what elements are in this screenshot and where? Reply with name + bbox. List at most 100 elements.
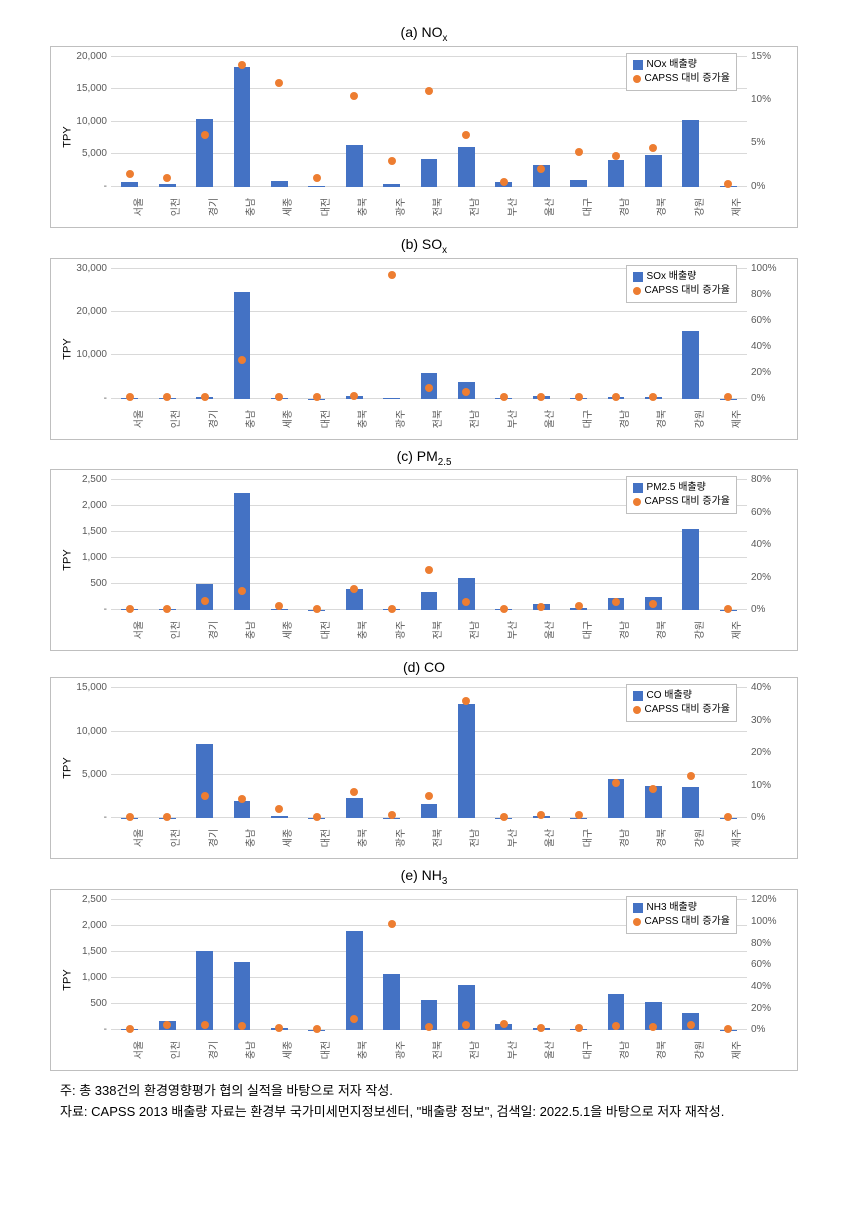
ytick-left: 10,000	[67, 727, 111, 737]
legend-item-dot: CAPSS 대비 증가율	[633, 915, 730, 929]
chart-title-co: (d) CO	[20, 659, 828, 675]
x-category-label: 충남	[242, 198, 257, 216]
marker-dot	[724, 393, 732, 401]
marker-dot	[537, 1024, 545, 1032]
bar	[682, 787, 699, 818]
ytick-right: 100%	[747, 264, 791, 274]
bar	[570, 180, 587, 187]
bar	[159, 184, 176, 187]
marker-dot	[275, 602, 283, 610]
chart-title-pm25: (c) PM2.5	[20, 448, 828, 468]
x-category-label: 경기	[205, 1041, 220, 1059]
x-category-label: 대구	[579, 829, 594, 847]
x-category-label: 제주	[728, 198, 743, 216]
marker-dot	[313, 174, 321, 182]
x-category-label: 경북	[653, 621, 668, 639]
x-category-label: 광주	[392, 198, 407, 216]
ytick-left: 20,000	[67, 52, 111, 62]
legend-label-dot: CAPSS 대비 증가율	[645, 72, 730, 86]
marker-dot	[275, 805, 283, 813]
marker-dot	[649, 600, 657, 608]
x-category-label: 충남	[242, 621, 257, 639]
x-category-label: 충북	[354, 829, 369, 847]
marker-dot	[687, 1021, 695, 1029]
marker-dot	[238, 61, 246, 69]
y-axis-label: TPY	[62, 126, 74, 147]
marker-dot	[425, 384, 433, 392]
marker-dot	[462, 697, 470, 705]
x-category-label: 강원	[691, 198, 706, 216]
ytick-left: 2,000	[67, 921, 111, 931]
x-category-label: 전남	[466, 829, 481, 847]
ytick-left: 10,000	[67, 117, 111, 127]
marker-dot	[388, 605, 396, 613]
x-category-label: 전남	[466, 621, 481, 639]
bar	[234, 962, 251, 1031]
ytick-right: 40%	[747, 683, 791, 693]
x-category-label: 경기	[205, 621, 220, 639]
bar	[271, 181, 288, 187]
ytick-right: 0%	[747, 1025, 791, 1035]
x-category-label: 충남	[242, 409, 257, 427]
legend-swatch-bar	[633, 483, 643, 493]
ytick-right: 15%	[747, 52, 791, 62]
chart-nh3: (e) NH3TPY-5001,0001,5002,0002,5000%20%4…	[20, 867, 828, 1071]
marker-dot	[350, 1015, 358, 1023]
ytick-right: 20%	[747, 1004, 791, 1014]
marker-dot	[126, 170, 134, 178]
ytick-right: 80%	[747, 939, 791, 949]
legend-label-dot: CAPSS 대비 증가율	[645, 495, 730, 509]
bar	[421, 804, 438, 819]
chart-title-sox: (b) SOx	[20, 236, 828, 256]
ytick-right: 5%	[747, 138, 791, 148]
x-category-label: 전북	[429, 409, 444, 427]
marker-dot	[313, 1025, 321, 1033]
ytick-left: 1,000	[67, 553, 111, 563]
bar	[421, 159, 438, 187]
x-category-label: 광주	[392, 829, 407, 847]
marker-dot	[388, 271, 396, 279]
legend: NH3 배출량CAPSS 대비 증가율	[626, 896, 737, 934]
marker-dot	[575, 393, 583, 401]
ytick-right: 20%	[747, 748, 791, 758]
x-category-label: 광주	[392, 409, 407, 427]
gridline	[111, 354, 747, 355]
x-category-label: 경남	[616, 409, 631, 427]
legend-swatch-dot	[633, 75, 641, 83]
ytick-right: 80%	[747, 290, 791, 300]
x-category-label: 세종	[279, 621, 294, 639]
legend: SOx 배출량CAPSS 대비 증가율	[626, 265, 737, 303]
marker-dot	[575, 1024, 583, 1032]
x-category-label: 부산	[504, 621, 519, 639]
ytick-right: 0%	[747, 813, 791, 823]
bar	[346, 798, 363, 818]
footnote-1-text: 총 338건의 환경영향평가 협의 실적을 바탕으로 저자 작성.	[79, 1083, 393, 1098]
marker-dot	[238, 795, 246, 803]
chart-sox: (b) SOxTPY-10,00020,00030,0000%20%40%60%…	[20, 236, 828, 440]
x-category-label: 부산	[504, 829, 519, 847]
x-category-label: 전북	[429, 829, 444, 847]
ytick-right: 80%	[747, 475, 791, 485]
x-category-label: 전남	[466, 1041, 481, 1059]
chart-nox: (a) NOxTPY-5,00010,00015,00020,0000%5%10…	[20, 24, 828, 228]
x-category-label: 제주	[728, 829, 743, 847]
marker-dot	[350, 92, 358, 100]
gridline	[111, 311, 747, 312]
ytick-left: 2,500	[67, 475, 111, 485]
marker-dot	[388, 920, 396, 928]
marker-dot	[724, 1025, 732, 1033]
x-category-label: 부산	[504, 409, 519, 427]
footnote-2: 자료: CAPSS 2013 배출량 자료는 환경부 국가미세먼지정보센터, "…	[60, 1102, 788, 1123]
legend-label-dot: CAPSS 대비 증가율	[645, 284, 730, 298]
x-category-label: 경기	[205, 829, 220, 847]
marker-dot	[126, 605, 134, 613]
gridline	[111, 557, 747, 558]
footnote-2-text: CAPSS 2013 배출량 자료는 환경부 국가미세먼지정보센터, "배출량 …	[91, 1104, 724, 1119]
ytick-right: 10%	[747, 95, 791, 105]
x-category-label: 광주	[392, 1041, 407, 1059]
ytick-right: 100%	[747, 917, 791, 927]
marker-dot	[126, 813, 134, 821]
marker-dot	[575, 148, 583, 156]
marker-dot	[612, 598, 620, 606]
x-category-label: 서울	[130, 829, 145, 847]
